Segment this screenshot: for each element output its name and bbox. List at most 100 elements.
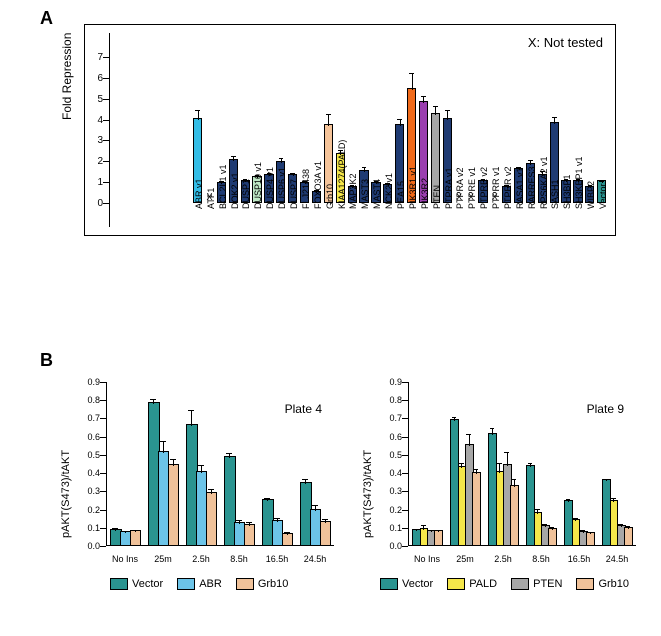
bar xyxy=(510,485,519,546)
ytick-label: 0.2 xyxy=(380,505,402,515)
plate-label: Plate 9 xyxy=(587,402,624,416)
category-label: SH3KBP1 v1 xyxy=(574,156,584,209)
bar-Vector: Vector xyxy=(597,57,606,203)
category-label: PTPRR v1 xyxy=(491,166,501,209)
category-label: ATF1 xyxy=(206,188,216,209)
bar-RPS6KA2 v1: RPS6KA2 v1 xyxy=(538,57,547,203)
bar-NCK2 v1: NCK2 v1 xyxy=(383,57,392,203)
bar-RARRES3: RARRES3 xyxy=(526,57,535,203)
bar xyxy=(548,528,557,546)
category-label: BCL2L1 v1 xyxy=(218,164,228,209)
bar-ABR v1: ABR v1 xyxy=(193,57,202,203)
bar xyxy=(472,472,481,546)
category-label: ABR v1 xyxy=(194,178,204,209)
bar-PEA15: PEA15 xyxy=(395,57,404,203)
panel-a-chart: X: Not tested ABR v1XATF1BCL2L1 v1DOK2 v… xyxy=(84,24,616,236)
bar-MAP2K2: MAP2K2 xyxy=(348,57,357,203)
bar-SASH1: SASH1 xyxy=(550,57,559,203)
bar-DUSP6 v1: DUSP6 v1 xyxy=(276,57,285,203)
category-label: RARRES3 xyxy=(527,166,537,209)
bar-DUSP10 v1: DUSP10 v1 xyxy=(252,57,261,203)
bar xyxy=(624,527,633,546)
category-label: MAP2K2 xyxy=(348,173,358,209)
bar-PTPRR v2: PTPRR v2 xyxy=(502,57,511,203)
panel-b-left: pAKT(S473)/tAKT Plate 4 0.00.10.20.30.40… xyxy=(78,378,338,568)
bar-BCL2L1 v1: BCL2L1 v1 xyxy=(217,57,226,203)
ytick-label: 0.8 xyxy=(78,395,100,405)
bar-DOK2 v1: DOK2 v1 xyxy=(229,57,238,203)
category-label: PTPRE v1 xyxy=(467,167,477,209)
legend-left: VectorABRGrb10 xyxy=(110,578,302,590)
category-label: DOK2 v1 xyxy=(230,172,240,209)
category-label: DUSP4 v1 xyxy=(265,167,275,209)
category-label: KIAA1274(PALD) xyxy=(337,140,347,209)
bar xyxy=(206,492,217,546)
category-label: 2.5h xyxy=(484,554,522,564)
ytick-label: 0.8 xyxy=(380,395,402,405)
ytick-label: 0.4 xyxy=(380,468,402,478)
category-label: PEA15 xyxy=(396,181,406,209)
ytick-label: 0.2 xyxy=(78,505,100,515)
bar-PTPRR v1: XPTPRR v1 xyxy=(490,57,499,203)
bar xyxy=(434,530,443,546)
bar xyxy=(586,532,595,546)
category-label: 16.5h xyxy=(258,554,296,564)
bar-ATF1: XATF1 xyxy=(205,57,214,203)
category-label: PTPRA v1 xyxy=(444,167,454,209)
ytick-label: 0.0 xyxy=(380,541,402,551)
bar-RASA1 v1: RASA1 v1 xyxy=(514,57,523,203)
category-label: DUSP10 v1 xyxy=(253,162,263,209)
category-label: DUSP6 v1 xyxy=(277,167,287,209)
panel-a-plot: ABR v1XATF1BCL2L1 v1DOK2 v1DUSP1DUSP10 v… xyxy=(193,57,609,203)
ytick-label: 0.5 xyxy=(380,450,402,460)
category-label: PTEN xyxy=(432,185,442,209)
category-label: 16.5h xyxy=(560,554,598,564)
ytick-label: 4 xyxy=(85,115,103,126)
category-label: 8.5h xyxy=(220,554,258,564)
category-label: FLJ21438 xyxy=(301,169,311,209)
panel-b-right: pAKT(S473)/tAKT Plate 9 0.00.10.20.30.40… xyxy=(380,378,640,568)
ytick-label: 5 xyxy=(85,94,103,105)
bar-PTPRE v2: PTPRE v2 xyxy=(478,57,487,203)
bar-PTPRE v1: XPTPRE v1 xyxy=(466,57,475,203)
bar-MAST4: MAST4 xyxy=(371,57,380,203)
bar-Grb10: Grb10 xyxy=(324,57,333,203)
ytick-label: 0.7 xyxy=(380,413,402,423)
bar-DUSP4 v1: DUSP4 v1 xyxy=(264,57,273,203)
panel-b-label: B xyxy=(40,350,53,371)
category-label: PIK3R1 v1 xyxy=(408,166,418,209)
bar-SH3BP1: SH3BP1 xyxy=(561,57,570,203)
bar-FLJ21438: FLJ21438 xyxy=(300,57,309,203)
ytick-label: 0.3 xyxy=(78,486,100,496)
category-label: MAST3 xyxy=(360,179,370,209)
category-label: RPS6KA2 v1 xyxy=(539,156,549,209)
plate-label: Plate 4 xyxy=(285,402,322,416)
category-label: DUSP7 xyxy=(289,179,299,209)
category-label: SASH1 xyxy=(550,179,560,209)
bar-PIK3R1 v1: PIK3R1 v1 xyxy=(407,57,416,203)
ytick-label: 0.3 xyxy=(380,486,402,496)
ytick-label: 1 xyxy=(85,177,103,188)
ytick-label: 0.1 xyxy=(78,523,100,533)
bar-WIBP2: WIBP2 xyxy=(585,57,594,203)
category-label: PIK3R2 xyxy=(420,178,430,209)
ytick-label: 0.0 xyxy=(78,541,100,551)
category-label: 8.5h xyxy=(522,554,560,564)
bar-SH3KBP1 v1: SH3KBP1 v1 xyxy=(573,57,582,203)
category-label: 24.5h xyxy=(598,554,636,564)
ytick-label: 7 xyxy=(85,52,103,63)
category-label: DUSP1 xyxy=(241,179,251,209)
category-label: 25m xyxy=(446,554,484,564)
ytick-label: 0.7 xyxy=(78,413,100,423)
category-label: WIBP2 xyxy=(586,181,596,209)
category-label: No Ins xyxy=(106,554,144,564)
bar xyxy=(168,464,179,546)
category-label: 2.5h xyxy=(182,554,220,564)
category-label: NCK2 v1 xyxy=(384,173,394,209)
bar xyxy=(244,524,255,546)
category-label: 24.5h xyxy=(296,554,334,564)
ytick-label: 0.9 xyxy=(78,377,100,387)
ytick-label: 0.1 xyxy=(380,523,402,533)
panel-a-yaxis xyxy=(109,33,110,227)
ytick-label: 0.4 xyxy=(78,468,100,478)
